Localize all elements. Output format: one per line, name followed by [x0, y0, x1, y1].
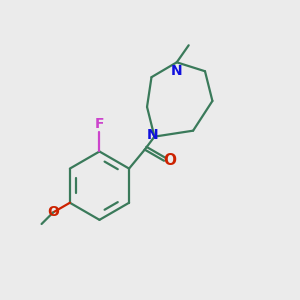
Text: F: F — [95, 117, 104, 131]
Text: O: O — [47, 206, 59, 219]
Text: O: O — [163, 153, 176, 168]
Text: N: N — [147, 128, 159, 142]
Text: N: N — [171, 64, 183, 78]
